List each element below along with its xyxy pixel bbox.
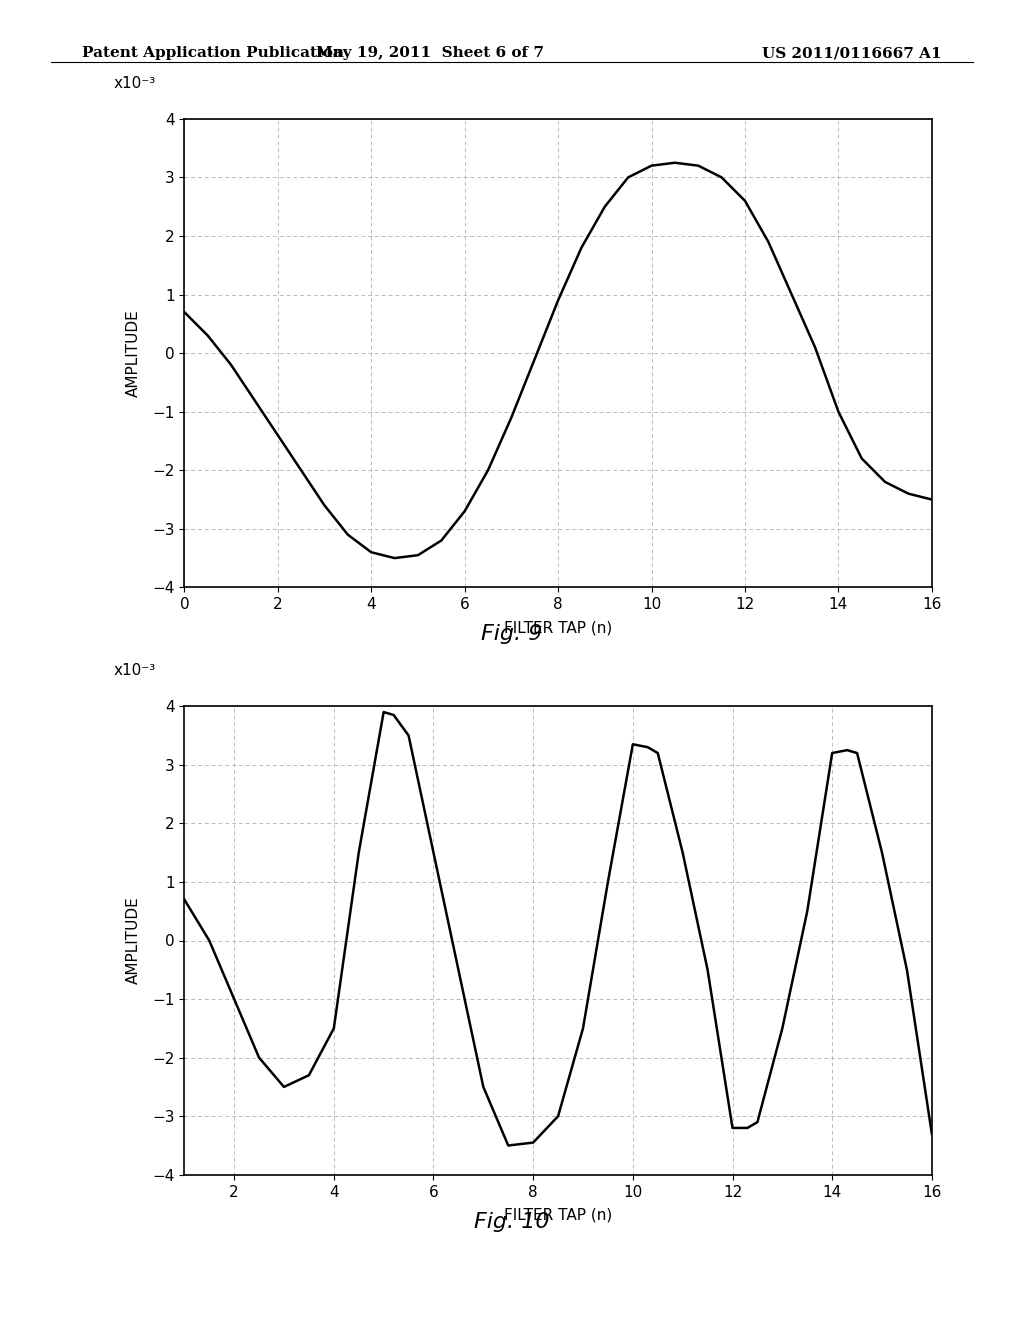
Y-axis label: AMPLITUDE: AMPLITUDE [126, 896, 141, 985]
Text: Patent Application Publication: Patent Application Publication [82, 46, 344, 61]
Text: x10⁻³: x10⁻³ [114, 663, 156, 678]
X-axis label: FILTER TAP (n): FILTER TAP (n) [504, 620, 612, 635]
Text: x10⁻³: x10⁻³ [114, 75, 156, 91]
Text: Fig. 9: Fig. 9 [481, 624, 543, 644]
Text: Fig. 10: Fig. 10 [474, 1212, 550, 1232]
Text: May 19, 2011  Sheet 6 of 7: May 19, 2011 Sheet 6 of 7 [316, 46, 544, 61]
Text: US 2011/0116667 A1: US 2011/0116667 A1 [763, 46, 942, 61]
Y-axis label: AMPLITUDE: AMPLITUDE [126, 309, 141, 397]
X-axis label: FILTER TAP (n): FILTER TAP (n) [504, 1208, 612, 1222]
